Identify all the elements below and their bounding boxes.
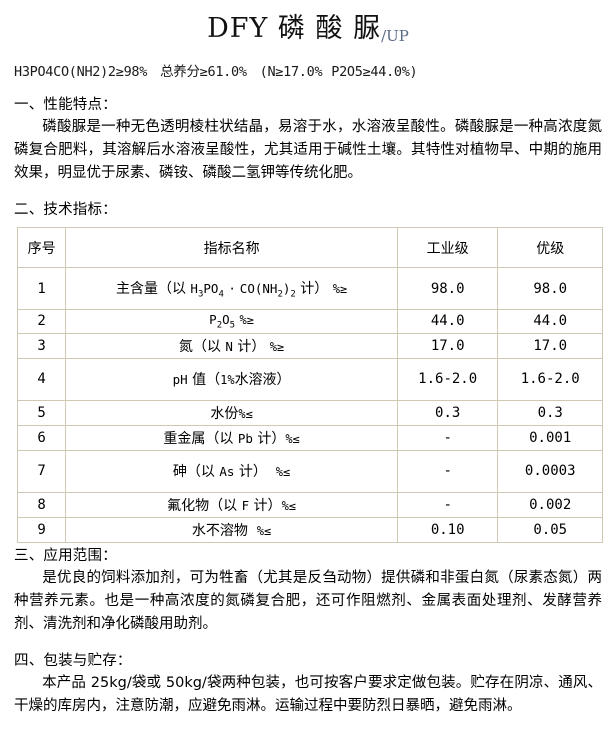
formula-part-nitrogen: (N≥17.0% — [259, 64, 323, 80]
section-heading-packaging: 四、包装与贮存： — [14, 652, 132, 669]
table-header-name: 指标名称 — [65, 227, 398, 268]
row-indicator-name: 水不溶物 %≤ — [65, 516, 398, 543]
page-title: DFY 磷 酸 脲/UP — [14, 0, 602, 45]
row-value-premium: 0.0003 — [497, 449, 603, 493]
table-row: 7 砷（以 As 计） %≤ - 0.0003 — [16, 449, 603, 493]
table-row: 6 重金属（以 Pb 计）%≤ - 0.001 — [16, 424, 603, 451]
row-value-industrial: 0.10 — [396, 516, 499, 543]
row-value-premium: 44.0 — [497, 309, 603, 334]
row-indicator-name: 水份%≤ — [65, 399, 398, 426]
section-body-application: 是优良的饲料添加剂，可为牲畜（尤其是反刍动物）提供磷和非蛋白氮（尿素态氮）两种营… — [14, 567, 602, 636]
table-row: 9 水不溶物 %≤ 0.10 0.05 — [16, 516, 603, 543]
table-row: 8 氟化物（以 F 计）%≤ - 0.002 — [16, 491, 603, 518]
row-indicator-name: P2O5 %≥ — [65, 309, 398, 334]
section-heading-application: 三、应用范围： — [14, 547, 117, 564]
page-title-main: DFY 磷 酸 脲 — [207, 13, 382, 44]
table-row: 2 P2O5 %≥ 44.0 44.0 — [16, 309, 603, 334]
row-value-industrial: - — [396, 449, 499, 493]
table-row: 4 pH 值（1%水溶液） 1.6-2.0 1.6-2.0 — [16, 357, 603, 401]
row-indicator-name: 重金属（以 Pb 计）%≤ — [65, 424, 398, 451]
row-index: 9 — [16, 516, 67, 543]
table-header-industrial: 工业级 — [396, 227, 499, 268]
spec-table: 序号 指标名称 工业级 优级 1 主含量（以 H3PO4 · CO(NH2)2 … — [16, 227, 603, 543]
formula-summary-line: H3PO4CO(NH2)2≥98% 总养分≥61.0% (N≥17.0% P2O5≥4… — [14, 60, 602, 80]
row-indicator-name: 主含量（以 H3PO4 · CO(NH2)2 计） %≥ — [65, 267, 398, 310]
row-index: 5 — [16, 399, 67, 426]
row-value-premium: 0.05 — [497, 516, 603, 543]
table-header-no: 序号 — [16, 227, 67, 268]
section-body-performance: 磷酸脲是一种无色透明棱柱状结晶，易溶于水，水溶液呈酸性。磷酸脲是一种高浓度氮磷复… — [14, 116, 602, 185]
row-value-premium: 98.0 — [497, 267, 603, 310]
row-indicator-name: 砷（以 As 计） %≤ — [65, 449, 398, 493]
row-value-industrial: 1.6-2.0 — [396, 357, 499, 401]
row-index: 2 — [16, 309, 67, 334]
row-index: 7 — [16, 449, 67, 493]
row-value-premium: 0.001 — [497, 424, 603, 451]
formula-part-total-nutrient: 总养分≥61.0% — [160, 64, 247, 80]
row-indicator-name: 氟化物（以 F 计）%≤ — [65, 491, 398, 518]
row-index: 3 — [16, 332, 67, 359]
row-indicator-name: pH 值（1%水溶液） — [65, 357, 398, 401]
table-row: 3 氮（以 N 计） %≥ 17.0 17.0 — [16, 332, 603, 359]
row-index: 8 — [16, 491, 67, 518]
row-value-industrial: 0.3 — [396, 399, 499, 426]
row-value-premium: 17.0 — [497, 332, 603, 359]
row-value-premium: 1.6-2.0 — [497, 357, 603, 401]
formula-part-main: H3PO4CO(NH2)2≥98% — [14, 64, 148, 80]
row-value-industrial: - — [396, 491, 499, 518]
section-heading-technical: 二、技术指标： — [14, 202, 117, 218]
row-value-industrial: 98.0 — [396, 267, 499, 310]
section-body-application-text: 是优良的饲料添加剂，可为牲畜（尤其是反刍动物）提供磷和非蛋白氮（尿素态氮）两种营… — [14, 569, 602, 632]
row-value-industrial: 44.0 — [396, 309, 499, 334]
page-title-suffix: /UP — [381, 27, 409, 45]
table-row: 5 水份%≤ 0.3 0.3 — [16, 399, 603, 426]
table-header-row: 序号 指标名称 工业级 优级 — [16, 227, 603, 268]
row-index: 1 — [16, 267, 67, 310]
row-indicator-name: 氮（以 N 计） %≥ — [65, 332, 398, 359]
section-body-packaging-text: 本产品 25kg/袋或 50kg/袋两种包装，也可按客户要求定做包装。贮存在阴凉… — [14, 674, 602, 714]
section-body-packaging: 本产品 25kg/袋或 50kg/袋两种包装，也可按客户要求定做包装。贮存在阴凉… — [14, 672, 602, 718]
section-body-performance-text: 磷酸脲是一种无色透明棱柱状结晶，易溶于水，水溶液呈酸性。磷酸脲是一种高浓度氮磷复… — [14, 119, 602, 181]
section-heading-performance: 一、性能特点： — [14, 97, 117, 113]
row-value-premium: 0.3 — [497, 399, 603, 426]
formula-part-phosphorus: P2O5≥44.0%) — [331, 64, 418, 80]
row-index: 6 — [16, 424, 67, 451]
table-row: 1 主含量（以 H3PO4 · CO(NH2)2 计） %≥ 98.0 98.0 — [16, 267, 603, 310]
row-value-industrial: - — [396, 424, 499, 451]
row-value-industrial: 17.0 — [396, 332, 499, 359]
table-header-premium: 优级 — [497, 227, 603, 268]
row-value-premium: 0.002 — [497, 491, 603, 518]
row-index: 4 — [16, 357, 67, 401]
